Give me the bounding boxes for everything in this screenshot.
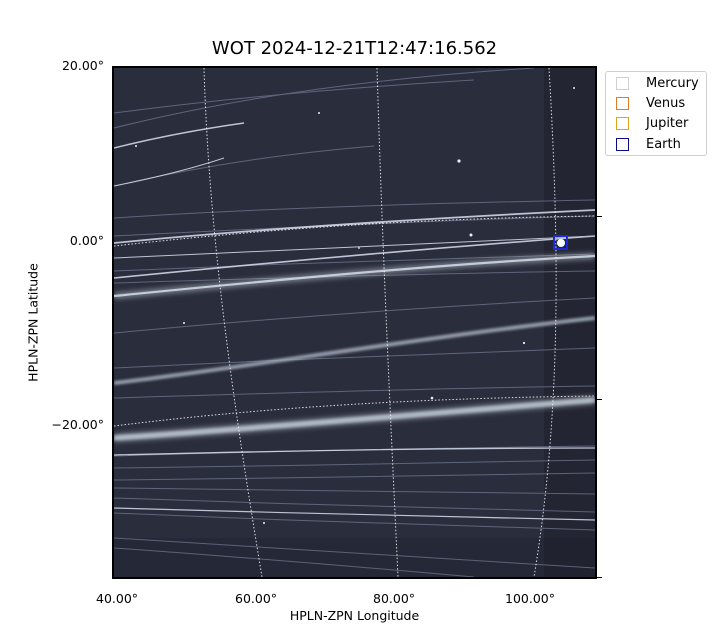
y-axis-label: HPLN-ZPN Latitude [25,263,41,382]
right-tick [597,216,602,217]
right-tick [597,577,602,578]
legend-label-earth: Earth [646,136,681,152]
legend-swatch-earth [616,137,629,151]
right-tick [597,399,602,400]
legend: Mercury Venus Jupiter Earth [605,71,707,156]
legend-swatch-venus [616,96,629,110]
legend-item-earth: Earth [616,134,681,154]
sky-image [112,66,597,579]
x-tick-label-60: 60.00° [235,591,278,606]
plot-title: WOT 2024-12-21T12:47:16.562 [211,38,498,59]
legend-label-jupiter: Jupiter [646,115,689,131]
x-tick-label-100: 100.00° [505,591,555,606]
y-tick-label-minus20: −20.00° [51,417,104,432]
y-tick-label-0: 0.00° [69,233,104,248]
earth-marker [553,235,568,250]
x-tick-label-80: 80.00° [373,591,416,606]
earth-object [557,239,565,247]
y-tick-label-20: 20.00° [61,58,104,73]
x-axis-label: HPLN-ZPN Longitude [289,608,420,623]
x-tick-label-40: 40.00° [96,591,139,606]
sky-image-svg [114,68,595,577]
legend-swatch-jupiter [616,116,629,130]
legend-item-mercury: Mercury [616,73,699,93]
legend-item-jupiter: Jupiter [616,113,688,133]
legend-label-venus: Venus [646,95,686,111]
legend-swatch-mercury [616,76,629,90]
legend-item-venus: Venus [616,93,685,113]
legend-label-mercury: Mercury [646,75,699,91]
